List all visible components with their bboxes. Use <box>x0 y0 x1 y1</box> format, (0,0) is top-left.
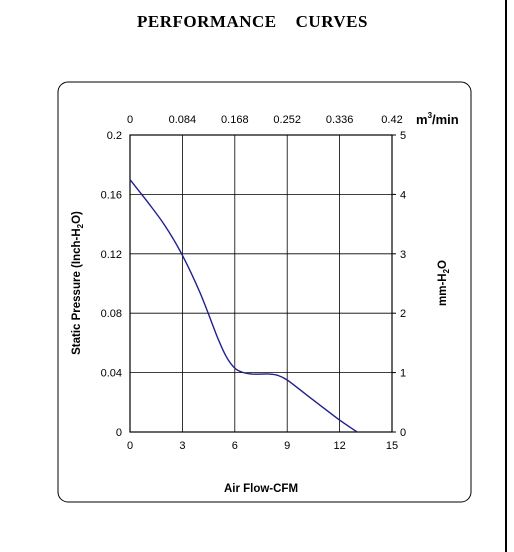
x2-tick-label: 0.336 <box>326 114 354 126</box>
page-right-rule <box>505 0 507 552</box>
y-axis-label: Static Pressure (Inch-H2O) <box>71 211 85 355</box>
x-axis-label: Air Flow-CFM <box>224 483 298 495</box>
x-tick-label: 12 <box>333 440 345 452</box>
series-group <box>129 179 358 433</box>
x2-tick-label: 0.42 <box>381 114 402 126</box>
x-tick-label: 15 <box>386 440 398 452</box>
y2-tick-label: 0 <box>400 427 406 439</box>
x-tick-label: 6 <box>232 440 238 452</box>
chart-frame <box>57 81 472 503</box>
x-tick-label: 0 <box>127 440 133 452</box>
page-title: PERFORMANCE CURVES <box>137 12 368 31</box>
y2-tick-label: 2 <box>400 308 406 320</box>
y-tick-label: 0.16 <box>101 189 122 201</box>
x2-tick-label: 0.168 <box>221 114 249 126</box>
x-tick-label: 9 <box>284 440 290 452</box>
x2-axis-label: m3/min <box>416 111 459 127</box>
y2-tick-label: 5 <box>400 130 406 142</box>
x-tick-label: 3 <box>179 440 185 452</box>
x2-tick-label: 0.252 <box>273 114 301 126</box>
y-tick-label: 0 <box>116 427 122 439</box>
y2-tick-label: 1 <box>400 368 406 380</box>
y2-tick-label: 4 <box>400 189 406 201</box>
plot-border <box>129 134 393 433</box>
y-tick-label: 0.04 <box>101 368 122 380</box>
x2-tick-label: 0 <box>127 114 133 126</box>
y-tick-label: 0.12 <box>101 249 122 261</box>
grid <box>130 135 392 432</box>
y2-axis-label: mm-H2O <box>437 260 451 306</box>
y-tick-label: 0.08 <box>101 308 122 320</box>
y2-tick-label: 3 <box>400 249 406 261</box>
series-line <box>129 179 358 433</box>
x2-tick-label: 0.084 <box>169 114 197 126</box>
y-tick-label: 0.2 <box>107 130 122 142</box>
